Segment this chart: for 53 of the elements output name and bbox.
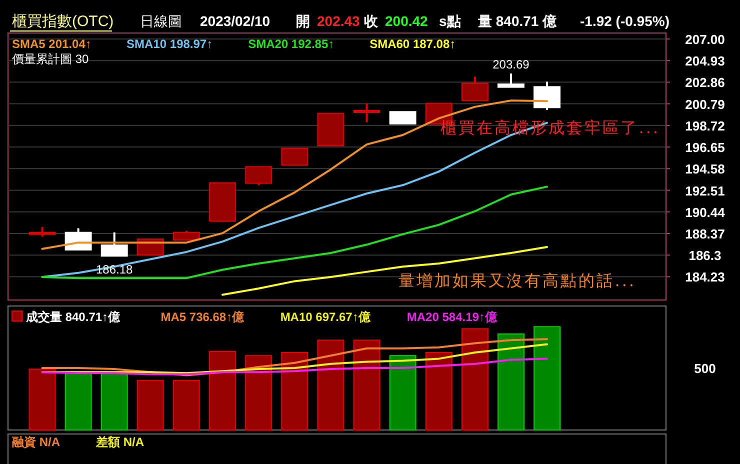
y-tick-label: 200.79 (685, 96, 725, 112)
chart-subtitle: 日線圖 (140, 13, 182, 29)
bar (209, 350, 236, 430)
bar (64, 372, 92, 430)
y-tick-label: 186.3 (688, 248, 722, 264)
text: SMA5 201.04↑ (12, 37, 92, 51)
bar (534, 326, 560, 430)
bar (317, 340, 344, 430)
annotation: 量增加如果又沒有高點的話... (398, 271, 636, 290)
y-tick-label: 196.65 (685, 140, 725, 156)
text: MA5 736.68↑億 (160, 310, 246, 324)
bar (100, 372, 128, 430)
bar (497, 333, 524, 430)
y-tick-label: 192.51 (685, 183, 725, 198)
bar (389, 355, 416, 430)
y-tick-label: 204.93 (685, 54, 725, 69)
text: MA10 697.67↑億 (280, 310, 372, 324)
y-tick-label: 184.23 (685, 270, 725, 285)
y-tick-label: 207.00 (685, 32, 725, 47)
bar (353, 340, 380, 430)
bar (136, 380, 164, 430)
annotation: 價量累計圖 30 (12, 52, 90, 66)
text: 量 840.71 億 (477, 13, 558, 29)
bar (28, 368, 56, 430)
text: 500 (694, 361, 716, 376)
candlestick (28, 226, 56, 238)
text: 收 (364, 13, 379, 29)
text: SMA60 187.08↑ (370, 37, 456, 51)
text: 融資 N/A (12, 435, 60, 449)
y-tick-label: 190.44 (685, 204, 726, 220)
text: SMA20 192.85↑ (248, 37, 334, 51)
text: -1.92 (-0.95%) (580, 13, 670, 29)
annotation: 203.69 (492, 58, 530, 72)
text: 200.42 (385, 13, 428, 29)
text: s點 (439, 13, 461, 29)
text: MA20 584.19↑億 (406, 310, 498, 324)
y-tick-label: 202.86 (685, 75, 725, 90)
bar (245, 355, 272, 430)
chart-title: 櫃買指數(OTC) (12, 13, 114, 30)
legend-label: 成交量 840.71↑億 (25, 310, 122, 324)
text: 差額 N/A (95, 435, 144, 449)
bar (281, 352, 308, 430)
text: 開 (296, 13, 310, 29)
candlestick (353, 102, 380, 124)
text: 2023/02/10 (200, 13, 270, 29)
y-tick-label: 188.37 (685, 226, 725, 242)
y-tick-label: 194.58 (685, 162, 725, 177)
bar (425, 352, 452, 430)
text: SMA10 198.97↑ (126, 37, 213, 51)
bar (461, 328, 488, 430)
text: 202.43 (317, 13, 360, 29)
bar (172, 380, 200, 430)
y-tick-label: 198.72 (685, 118, 725, 134)
